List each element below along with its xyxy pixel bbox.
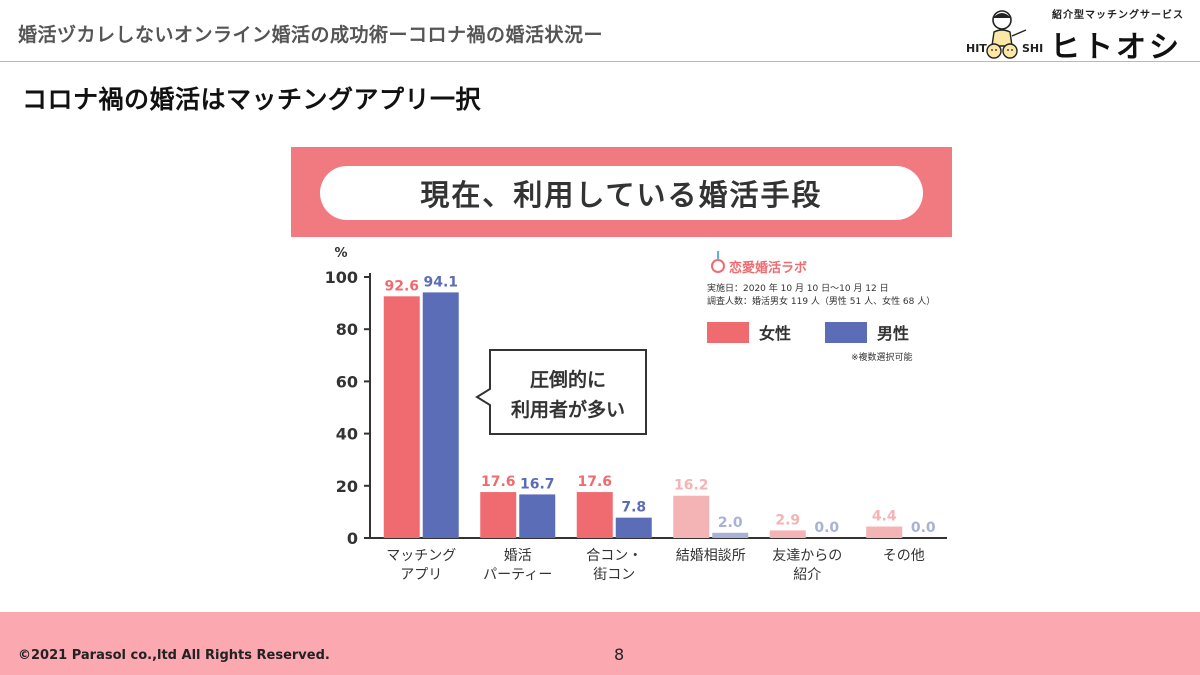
x-tick-label: アプリ xyxy=(400,567,442,583)
data-label: 94.1 xyxy=(423,274,458,290)
bar xyxy=(422,292,459,538)
x-tick-label: その他 xyxy=(883,548,925,564)
callout-line-1: 圧倒的に xyxy=(530,368,606,391)
x-tick-label: 街コン xyxy=(593,567,635,583)
chart-figure: 現在、利用している婚活手段 % 0 20 40 60 80 100 92.6 94.1 17.… xyxy=(291,147,952,607)
logo-tagline: 紹介型マッチングサービス xyxy=(1052,10,1184,21)
source-block: 恋愛婚活ラボ 実施日：2020 年 10 月 10 日〜10 月 12 日 調査… xyxy=(707,251,935,363)
page-number: 8 xyxy=(614,645,625,664)
chart-title: 現在、利用している婚活手段 xyxy=(320,166,923,220)
x-tick-label: パーティー xyxy=(483,567,552,583)
logo-hit-text: HIT xyxy=(966,42,987,55)
footer-bar xyxy=(0,612,1200,675)
bar xyxy=(769,530,806,538)
x-tick-label: 合コン・ xyxy=(586,548,642,564)
bar xyxy=(712,532,749,538)
data-label: 16.7 xyxy=(520,476,555,492)
data-label: 0.0 xyxy=(814,520,839,536)
bar xyxy=(519,494,556,538)
multi-select-note: ※複数選択可能 xyxy=(851,351,913,363)
data-label: 17.6 xyxy=(577,474,612,490)
x-tick-label: 紹介 xyxy=(793,567,821,583)
y-tick-label: 0 xyxy=(347,529,358,548)
bar xyxy=(383,296,420,538)
data-label: 7.8 xyxy=(621,500,646,516)
callout-line-2: 利用者が多い xyxy=(511,398,625,421)
data-label: 92.6 xyxy=(384,278,419,294)
survey-date: 実施日：2020 年 10 月 10 日〜10 月 12 日 xyxy=(707,282,889,294)
legend-swatch-male xyxy=(825,322,867,343)
y-tick-label: 40 xyxy=(336,425,358,444)
bar xyxy=(866,526,903,538)
header-title: 婚活ヅカレしないオンライン婚活の成功術ーコロナ禍の婚活状況ー xyxy=(18,24,604,46)
y-tick-label: 80 xyxy=(336,320,358,339)
hitoshi-logo: 紹介型マッチングサービス ヒトオシ HIT SHI xyxy=(964,6,1186,65)
callout-bubble: 圧倒的に 利用者が多い xyxy=(475,349,647,435)
legend-label-female: 女性 xyxy=(759,324,791,343)
survey-people: 調査人数：婚活男女 119 人（男性 51 人、女性 68 人） xyxy=(707,295,935,307)
x-tick-label: 結婚相談所 xyxy=(676,548,746,564)
y-tick-label: 60 xyxy=(336,372,358,391)
slide-heading: コロナ禍の婚活はマッチングアプリ一択 xyxy=(22,85,482,114)
legend-label-male: 男性 xyxy=(877,324,909,343)
chart-banner: 現在、利用している婚活手段 xyxy=(291,147,952,237)
x-tick-label: 友達からの xyxy=(772,548,842,564)
legend-swatch-female xyxy=(707,322,749,343)
mascot-icon xyxy=(986,10,1027,59)
x-tick-label: 婚活 xyxy=(504,548,532,564)
logo-name: ヒトオシ xyxy=(1050,30,1182,65)
bar xyxy=(673,495,710,538)
data-label: 4.4 xyxy=(872,509,897,525)
x-tick-label: マッチング xyxy=(386,548,456,564)
lab-logo-icon xyxy=(711,251,725,273)
data-label: 17.6 xyxy=(481,474,516,490)
bar xyxy=(576,492,613,538)
y-tick-label: 20 xyxy=(336,477,358,496)
data-label: 2.9 xyxy=(775,512,800,528)
y-tick-label: 100 xyxy=(325,268,358,287)
header-divider xyxy=(0,61,1200,62)
y-axis-unit: % xyxy=(334,246,347,261)
bar xyxy=(615,517,652,538)
data-label: 2.0 xyxy=(718,515,743,531)
data-label: 0.0 xyxy=(911,520,936,536)
copyright: ©2021 Parasol co.,ltd All Rights Reserve… xyxy=(18,648,330,663)
logo-shi-text: SHI xyxy=(1022,42,1044,55)
bar xyxy=(480,492,517,538)
data-label: 16.2 xyxy=(674,478,709,494)
source-name: 恋愛婚活ラボ xyxy=(729,260,807,276)
